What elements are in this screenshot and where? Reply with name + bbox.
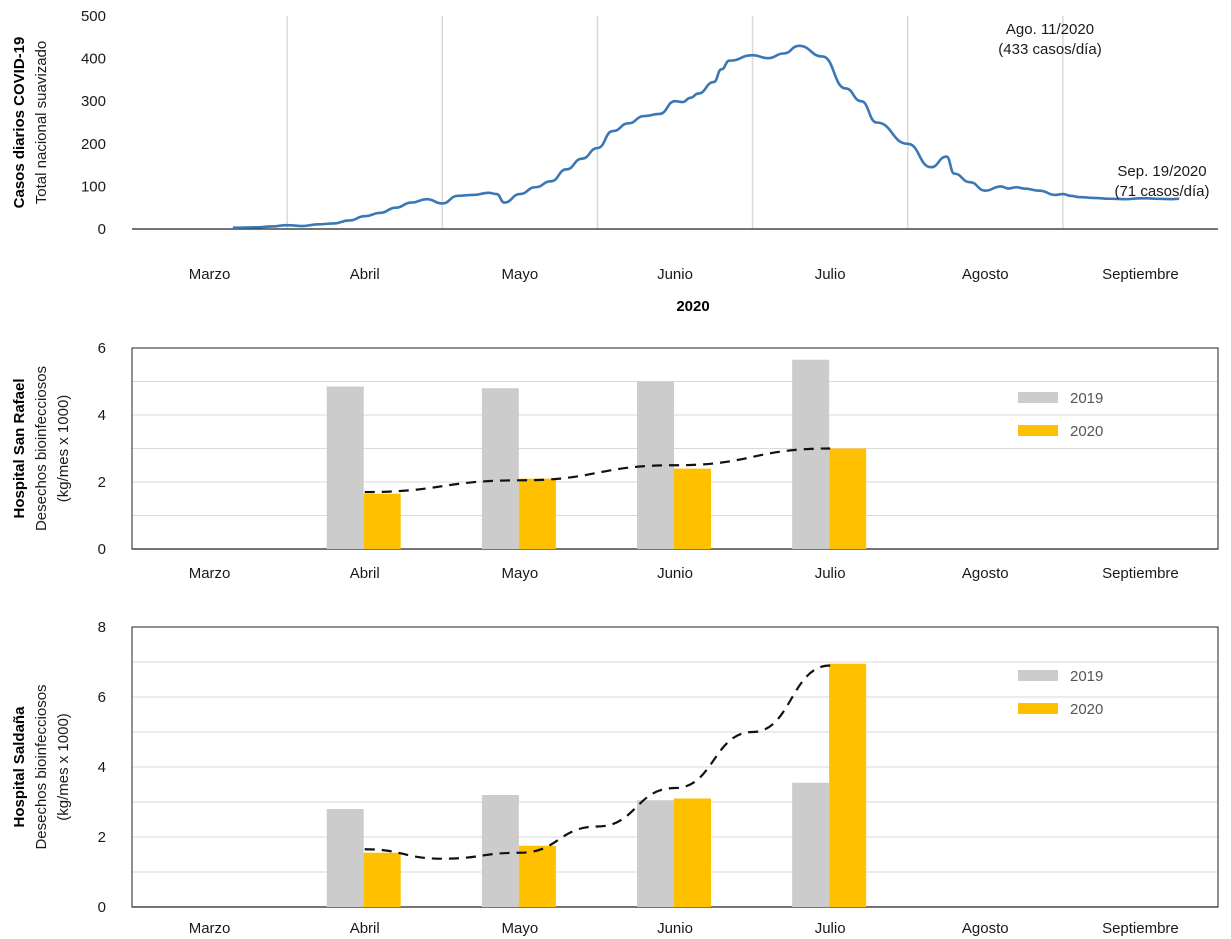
x-tick-label: Agosto: [962, 266, 1009, 283]
x-tick-label: Junio: [657, 565, 693, 582]
y-tick-label: 8: [98, 619, 106, 636]
legend-label: 2020: [1070, 423, 1103, 440]
panel-2: 0 2 4 6 Marzo Abril Mayo Junio Julio Agosto Septie…: [11, 340, 1219, 582]
y-axis-title: Hospital San Rafael: [11, 378, 28, 518]
legend-swatch-2020: [1018, 425, 1058, 436]
annotation-date: Sep. 19/2020: [1117, 163, 1206, 180]
legend-swatch-2020: [1018, 703, 1058, 714]
legend-swatch-2019: [1018, 392, 1058, 403]
x-tick-label: Marzo: [189, 266, 231, 283]
x-tick-label: Marzo: [189, 920, 231, 937]
bar-2020: [518, 478, 556, 549]
y-tick-label: 4: [98, 759, 106, 776]
bar-2020: [674, 468, 711, 549]
bar-2020: [363, 852, 401, 907]
y-axis-subtitle: Desechos bioinfecciosos: [33, 366, 50, 531]
y-axis-title: Hospital Saldaña: [11, 706, 28, 828]
x-tick-label: Septiembre: [1102, 266, 1179, 283]
trend-line: [364, 447, 831, 494]
y-tick-label: 0: [98, 899, 106, 916]
x-tick-label: Junio: [657, 266, 693, 283]
bar-2019: [326, 386, 364, 549]
x-tick-label: Julio: [815, 266, 846, 283]
legend-label: 2019: [1070, 390, 1103, 407]
bar-2020: [518, 845, 556, 907]
x-tick-label: Mayo: [502, 920, 539, 937]
x-tick-label: Mayo: [502, 565, 539, 582]
y-axis-unit: (kg/mes x 1000): [55, 395, 72, 503]
y-axis-subtitle: Total nacional suavizado: [33, 41, 50, 204]
x-tick-label: Septiembre: [1102, 565, 1179, 582]
annotation-value: (71 casos/día): [1114, 183, 1209, 200]
y-axis-subtitle: Desechos bioinfecciosos: [33, 684, 50, 849]
x-tick-label: Abril: [350, 565, 380, 582]
y-tick-label: 300: [81, 93, 106, 110]
x-tick-label: Agosto: [962, 920, 1009, 937]
covid-cases-line: [232, 44, 1180, 230]
y-tick-label: 6: [98, 340, 106, 357]
bar-2019: [792, 782, 830, 907]
bar-2020: [829, 663, 867, 907]
bar-2019: [481, 795, 519, 907]
y-tick-label: 0: [98, 541, 106, 558]
y-tick-label: 100: [81, 178, 106, 195]
legend-label: 2020: [1070, 701, 1103, 718]
trend-line: [364, 664, 831, 860]
x-tick-label: Marzo: [189, 565, 231, 582]
bar-2019: [481, 388, 519, 549]
y-axis-unit: (kg/mes x 1000): [55, 713, 72, 821]
y-tick-label: 2: [98, 474, 106, 491]
y-tick-label: 2: [98, 829, 106, 846]
x-tick-label: Mayo: [502, 266, 539, 283]
panel-3: 0 2 4 6 8 Marzo Abril Mayo Junio Julio Agosto Septi…: [11, 619, 1219, 937]
y-axis-title: Casos diarios COVID-19: [11, 37, 28, 209]
x-axis-title: 2020: [676, 298, 709, 315]
bar-2019: [792, 359, 830, 549]
panel-1: 0 100 200 300 400 500 Marzo Abril Mayo Junio Julio…: [11, 8, 1218, 315]
x-tick-label: Abril: [350, 920, 380, 937]
bar-2020: [829, 448, 867, 549]
y-tick-label: 200: [81, 136, 106, 153]
y-tick-label: 0: [98, 221, 106, 238]
y-tick-label: 6: [98, 689, 106, 706]
x-tick-label: Julio: [815, 920, 846, 937]
bar-2020: [674, 798, 711, 907]
x-tick-label: Septiembre: [1102, 920, 1179, 937]
x-tick-label: Agosto: [962, 565, 1009, 582]
annotation-value: (433 casos/día): [998, 41, 1101, 58]
annotation-date: Ago. 11/2020: [1006, 21, 1094, 38]
bar-2019: [326, 809, 364, 907]
x-tick-label: Julio: [815, 565, 846, 582]
legend-label: 2019: [1070, 668, 1103, 685]
legend-swatch-2019: [1018, 670, 1058, 681]
y-tick-label: 500: [81, 8, 106, 25]
bar-2019: [637, 800, 674, 907]
x-tick-label: Abril: [350, 266, 380, 283]
x-tick-label: Junio: [657, 920, 693, 937]
y-tick-label: 4: [98, 407, 106, 424]
y-tick-label: 400: [81, 51, 106, 68]
bar-2020: [363, 493, 401, 549]
